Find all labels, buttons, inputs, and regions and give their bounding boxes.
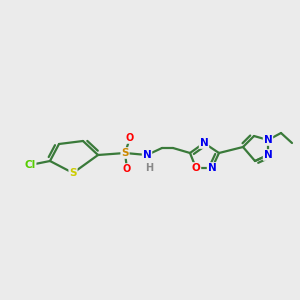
Text: H: H: [145, 163, 153, 173]
Text: S: S: [121, 148, 129, 158]
Text: Cl: Cl: [24, 160, 36, 170]
Text: N: N: [200, 138, 208, 148]
Text: N: N: [264, 135, 272, 145]
Text: O: O: [123, 164, 131, 174]
Text: S: S: [69, 168, 77, 178]
Text: O: O: [126, 133, 134, 143]
Text: N: N: [264, 150, 272, 160]
Text: N: N: [142, 150, 152, 160]
Text: O: O: [192, 163, 200, 173]
Text: N: N: [208, 163, 216, 173]
